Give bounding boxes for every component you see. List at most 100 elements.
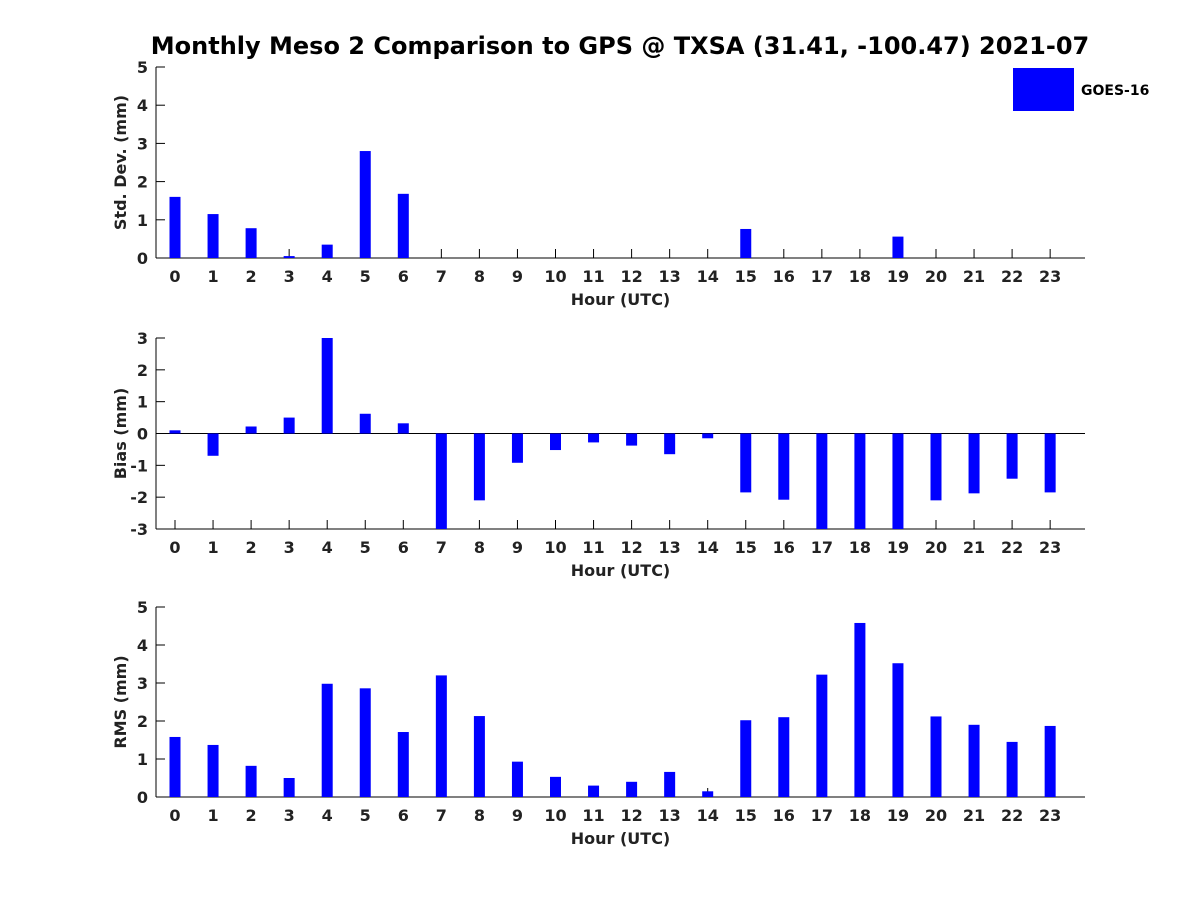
bar-std-2 [245,228,257,258]
y-tick-label: 3 [137,329,148,348]
x-tick-label: 18 [849,267,871,286]
x-axis-label: Hour (UTC) [571,829,671,848]
bar-bias-11 [588,433,600,443]
y-tick-label: 1 [137,750,148,769]
bar-bias-22 [1006,433,1018,479]
x-tick-label: 7 [436,806,447,825]
bar-std-4 [321,244,333,258]
y-tick-label: 2 [137,712,148,731]
x-tick-label: 2 [246,538,257,557]
x-tick-label: 16 [773,267,795,286]
x-tick-label: 1 [207,806,218,825]
x-tick-label: 23 [1039,806,1061,825]
chart-title: Monthly Meso 2 Comparison to GPS @ TXSA … [151,32,1089,60]
x-tick-label: 22 [1001,806,1023,825]
x-tick-label: 1 [207,267,218,286]
y-tick-label: 3 [137,674,148,693]
x-tick-label: 10 [544,267,566,286]
x-tick-label: 1 [207,538,218,557]
bar-rms-5 [359,688,371,797]
x-tick-label: 20 [925,806,947,825]
x-tick-label: 13 [659,267,681,286]
bar-rms-14 [702,791,714,797]
x-tick-label: 9 [512,267,523,286]
bar-rms-18 [854,622,866,797]
y-tick-label: 0 [137,425,148,444]
legend-swatch [1013,68,1074,111]
x-tick-label: 21 [963,267,985,286]
y-tick-label: -2 [130,488,148,507]
bar-rms-8 [473,716,485,797]
bar-rms-4 [321,683,333,797]
bar-bias-6 [397,423,409,434]
x-tick-label: 11 [582,538,604,557]
bar-std-15 [740,228,752,258]
bar-rms-19 [892,663,904,797]
bar-bias-14 [702,433,714,439]
bar-std-0 [169,196,181,258]
legend: GOES-16 [1013,68,1149,111]
x-axis-label: Hour (UTC) [571,561,671,580]
bar-std-19 [892,236,904,258]
bar-bias-18 [854,433,866,529]
x-tick-label: 16 [773,538,795,557]
y-tick-label: -3 [130,520,148,539]
x-tick-label: 5 [360,806,371,825]
x-tick-label: 3 [284,806,295,825]
x-tick-label: 6 [398,538,409,557]
x-tick-label: 4 [322,538,333,557]
bar-rms-12 [626,781,638,797]
x-tick-label: 20 [925,538,947,557]
bar-rms-15 [740,720,752,797]
bar-bias-1 [207,433,219,456]
x-tick-label: 19 [887,806,909,825]
bar-bias-19 [892,433,904,529]
bar-std-1 [207,214,219,258]
bar-rms-17 [816,674,828,797]
bar-bias-4 [321,338,333,434]
x-tick-label: 8 [474,267,485,286]
x-tick-label: 14 [697,538,719,557]
bar-bias-21 [968,433,980,494]
y-tick-label: 1 [137,211,148,230]
bar-std-6 [397,193,409,258]
x-tick-label: 17 [811,806,833,825]
y-tick-label: 2 [137,361,148,380]
bar-std-3 [283,256,295,258]
bar-rms-22 [1006,741,1018,797]
x-tick-label: 13 [659,806,681,825]
x-tick-label: 20 [925,267,947,286]
x-tick-label: 21 [963,806,985,825]
y-tick-label: 0 [137,249,148,268]
x-tick-label: 5 [360,267,371,286]
x-tick-label: 21 [963,538,985,557]
x-tick-label: 3 [284,267,295,286]
bar-bias-23 [1044,433,1056,493]
y-axis-label: RMS (mm) [111,655,130,748]
bar-std-5 [359,151,371,258]
bar-bias-17 [816,433,828,529]
bar-bias-5 [359,413,371,434]
x-tick-label: 18 [849,806,871,825]
bar-rms-23 [1044,725,1056,797]
x-tick-label: 22 [1001,267,1023,286]
x-tick-label: 14 [697,806,719,825]
x-tick-label: 19 [887,267,909,286]
x-tick-label: 17 [811,267,833,286]
x-tick-label: 6 [398,806,409,825]
x-tick-label: 8 [474,538,485,557]
x-tick-label: 0 [169,267,180,286]
y-tick-label: 4 [137,96,148,115]
bar-bias-13 [664,433,676,455]
bar-bias-20 [930,433,942,501]
x-tick-label: 13 [659,538,681,557]
x-tick-label: 15 [735,538,757,557]
x-tick-label: 4 [322,267,333,286]
x-axis-label: Hour (UTC) [571,290,671,309]
bar-bias-0 [169,430,181,434]
x-tick-label: 12 [620,267,642,286]
x-tick-label: 17 [811,538,833,557]
x-tick-label: 2 [246,806,257,825]
bar-bias-3 [283,417,295,434]
